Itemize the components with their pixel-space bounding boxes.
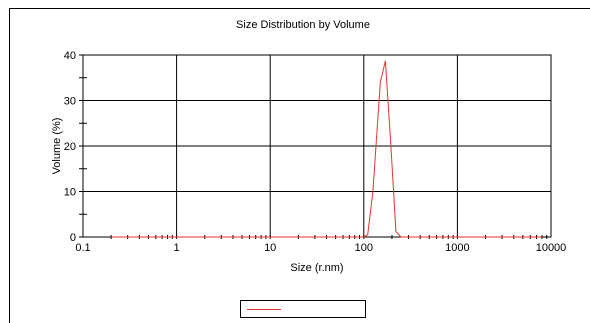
- y-tick-label: 40: [64, 50, 76, 62]
- x-tick-labels: 0.1 1 10 100 1000 10000: [75, 242, 566, 254]
- x-tick-label: 1: [174, 242, 180, 254]
- y-tick-label: 30: [64, 96, 76, 108]
- chart-title: Size Distribution by Volume: [236, 19, 370, 31]
- x-tick-label: 10000: [536, 242, 567, 254]
- window-left-border: [9, 8, 10, 323]
- plot-grid: [82, 54, 552, 238]
- y-axis-label: Volume (%): [51, 118, 63, 175]
- window-top-border: [9, 8, 590, 9]
- legend: [240, 300, 366, 318]
- x-tick-label: 0.1: [75, 242, 90, 254]
- y-tick-label: 0: [70, 232, 76, 244]
- y-tick-label: 10: [64, 187, 76, 199]
- x-axis-label: Size (r.nm): [290, 262, 343, 274]
- y-tick-labels: 0 10 20 30 40: [64, 50, 76, 244]
- y-tick-label: 20: [64, 141, 76, 153]
- x-tick-label: 10: [264, 242, 276, 254]
- x-tick-label: 100: [355, 242, 373, 254]
- legend-swatch: [247, 309, 281, 310]
- x-minor-ticks: [110, 235, 548, 239]
- x-tick-label: 1000: [445, 242, 469, 254]
- series-line-volume: [111, 60, 542, 238]
